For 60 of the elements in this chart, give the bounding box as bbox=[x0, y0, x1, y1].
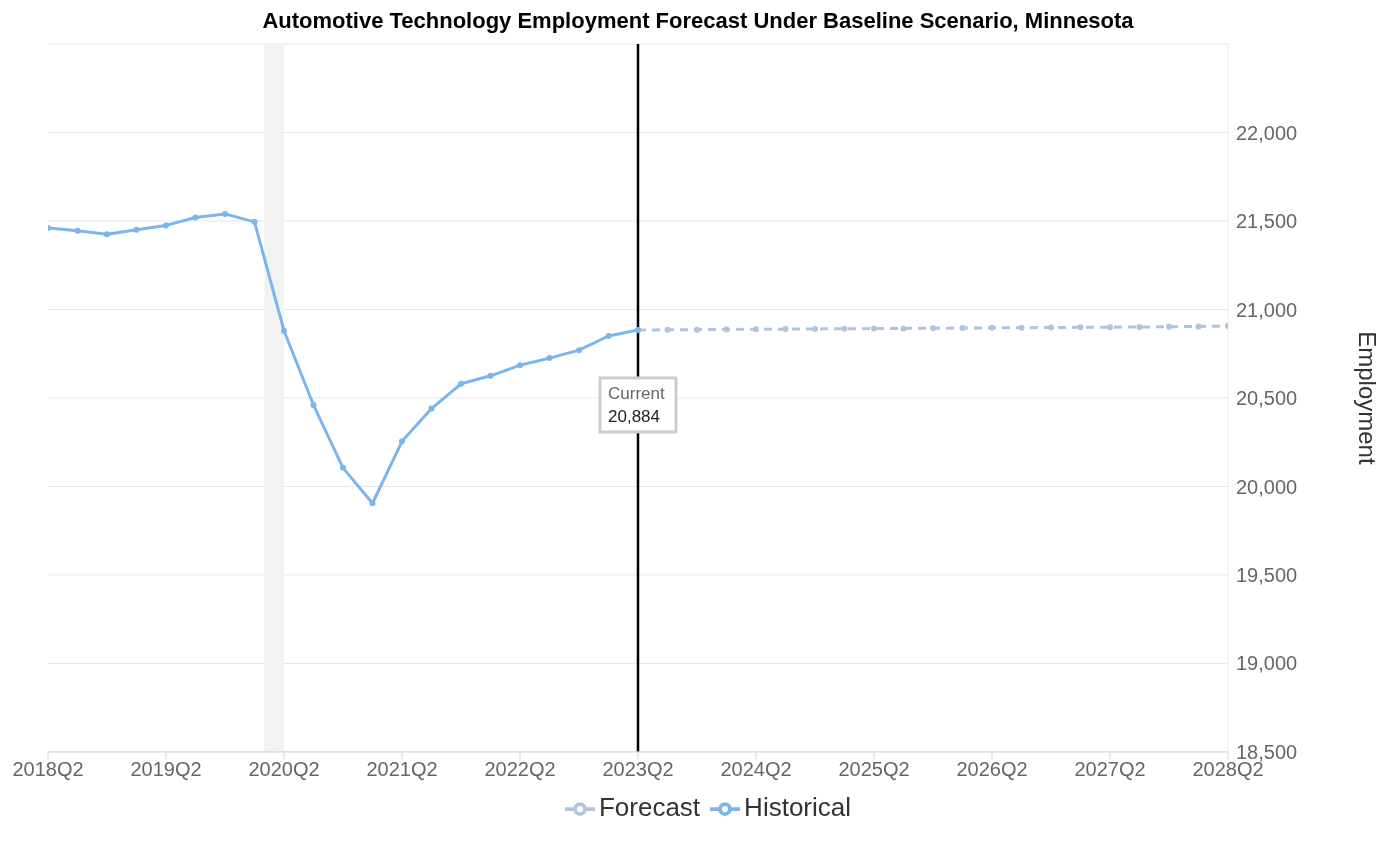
point bbox=[782, 326, 789, 333]
point bbox=[723, 326, 730, 333]
point bbox=[428, 405, 435, 412]
point bbox=[251, 218, 258, 225]
point bbox=[222, 210, 228, 217]
point bbox=[487, 372, 494, 379]
point bbox=[310, 402, 317, 409]
point bbox=[605, 333, 612, 339]
point bbox=[517, 362, 523, 369]
point bbox=[1018, 324, 1025, 331]
point bbox=[281, 327, 287, 334]
legend-label: Forecast bbox=[598, 791, 701, 822]
point bbox=[900, 325, 907, 332]
x-tick-label: 2019Q2 bbox=[130, 758, 202, 781]
point bbox=[458, 380, 464, 387]
point bbox=[930, 325, 936, 332]
point bbox=[192, 214, 199, 221]
point bbox=[546, 355, 553, 362]
point bbox=[694, 326, 700, 333]
chart-title: Automotive Technology Employment Forecast Under Baseline Scenario, Minnesota bbox=[261, 8, 1135, 34]
y-tick-label: 20,000 bbox=[1236, 475, 1298, 498]
y-tick-label: 21,500 bbox=[1236, 210, 1298, 233]
point bbox=[1136, 323, 1143, 330]
point bbox=[104, 231, 110, 238]
x-tick-label: 2027Q2 bbox=[1074, 758, 1146, 781]
point bbox=[163, 222, 169, 229]
point bbox=[871, 325, 877, 332]
y-tick-label: 22,000 bbox=[1236, 121, 1298, 144]
x-tick-label: 2018Q2 bbox=[12, 758, 84, 781]
point bbox=[1195, 323, 1202, 330]
point bbox=[399, 438, 405, 445]
x-tick-label: 2026Q2 bbox=[956, 758, 1028, 781]
point bbox=[133, 226, 140, 233]
point bbox=[1166, 323, 1172, 330]
point bbox=[959, 325, 966, 332]
legend-label: Historical bbox=[744, 791, 852, 822]
point bbox=[1048, 324, 1054, 331]
point bbox=[989, 324, 995, 331]
y-tick-label: 21,000 bbox=[1236, 298, 1298, 321]
point bbox=[576, 347, 582, 354]
point bbox=[369, 500, 376, 507]
point bbox=[340, 464, 346, 471]
x-tick-label: 2022Q2 bbox=[484, 758, 556, 781]
point bbox=[753, 326, 759, 333]
point bbox=[841, 325, 848, 332]
y-tick-label: 19,000 bbox=[1236, 652, 1298, 675]
point bbox=[74, 227, 81, 234]
y-tick-label: 20,500 bbox=[1236, 387, 1298, 410]
x-tick-label: 2023Q2 bbox=[602, 758, 674, 781]
x-tick-label: 2021Q2 bbox=[366, 758, 438, 781]
x-tick-label: 2020Q2 bbox=[248, 758, 320, 781]
point bbox=[1107, 324, 1113, 331]
point bbox=[812, 325, 818, 332]
y-axis-title: Employment bbox=[1354, 331, 1382, 465]
point bbox=[664, 326, 671, 333]
x-tick-label: 2025Q2 bbox=[838, 758, 910, 781]
ref-line-label: Current 20,884 bbox=[608, 383, 665, 426]
y-tick-label: 19,500 bbox=[1236, 564, 1298, 587]
point bbox=[1077, 324, 1084, 331]
x-tick-label: 2024Q2 bbox=[720, 758, 792, 781]
